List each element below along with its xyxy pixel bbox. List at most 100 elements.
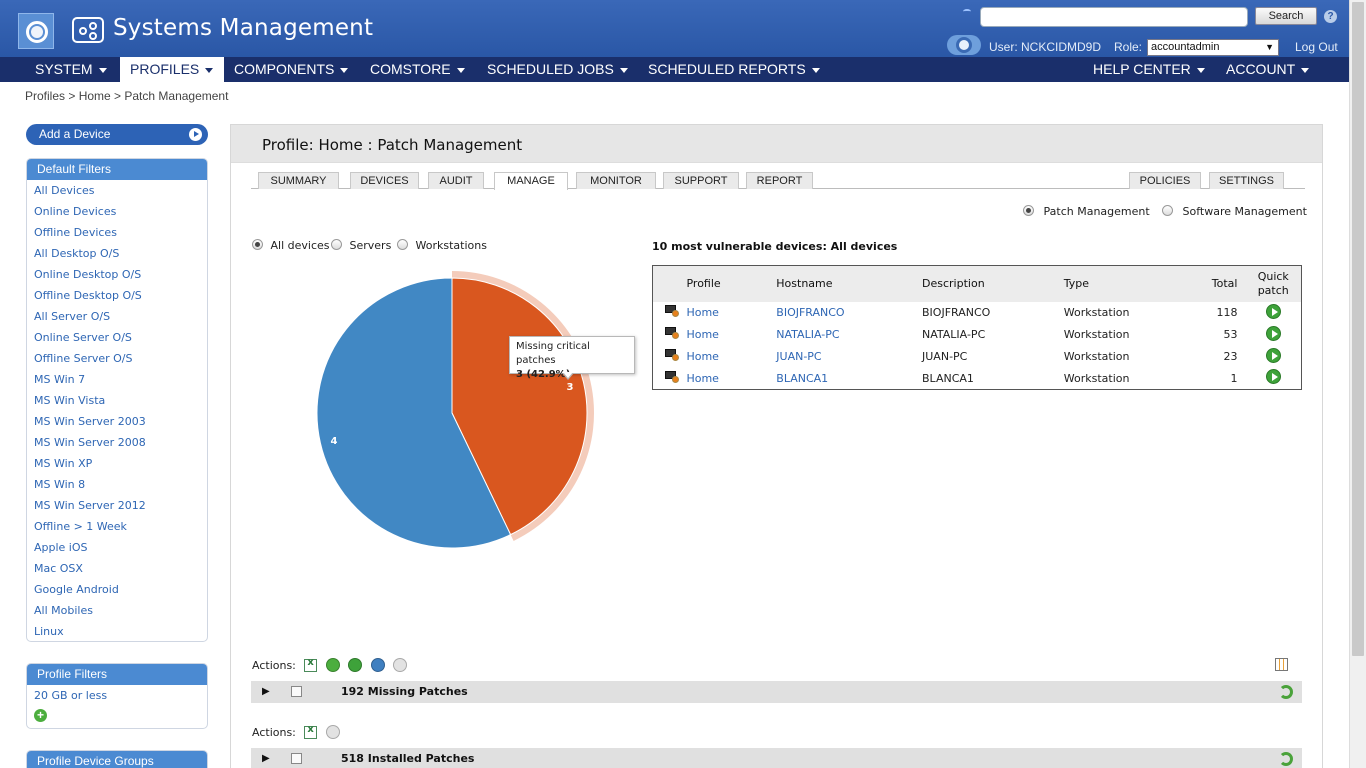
col-description[interactable]: Description — [922, 265, 1064, 302]
brand-logo-icon[interactable] — [18, 13, 54, 49]
uninstall-icon[interactable] — [325, 725, 340, 739]
sidebar-item-filter[interactable]: Offline > 1 Week — [34, 520, 127, 533]
sidebar-item-filter[interactable]: Online Desktop O/S — [34, 268, 142, 281]
col-total[interactable]: Total — [1163, 265, 1252, 302]
row-description: JUAN-PC — [922, 350, 968, 363]
tab-summary[interactable]: SUMMARY — [258, 172, 339, 189]
expand-triangle-icon[interactable]: ▶ — [262, 753, 270, 764]
select-all-checkbox[interactable] — [291, 686, 302, 697]
ignore-icon[interactable] — [393, 658, 408, 672]
schedule-icon[interactable] — [370, 658, 385, 672]
quick-patch-icon[interactable] — [1265, 347, 1281, 363]
row-hostname-link[interactable]: JUAN-PC — [776, 350, 822, 363]
quick-patch-icon[interactable] — [1265, 369, 1281, 385]
row-profile-link[interactable]: Home — [686, 371, 719, 385]
row-profile-link[interactable]: Home — [686, 306, 719, 319]
sidebar-item-filter[interactable]: All Devices — [34, 184, 95, 197]
mode-patch-management[interactable]: Patch Management — [1023, 205, 1150, 218]
column-chooser-icon[interactable] — [1275, 658, 1288, 671]
refresh-icon[interactable] — [1279, 752, 1293, 766]
approve-icon[interactable] — [325, 658, 340, 672]
logout-link[interactable]: Log Out — [1295, 40, 1338, 54]
sidebar-item-filter[interactable]: MS Win 7 — [34, 373, 86, 386]
sidebar-item-filter[interactable]: MS Win 8 — [34, 478, 86, 491]
sidebar-item-filter[interactable]: Offline Server O/S — [34, 352, 133, 365]
main-header: Profile: Home : Patch Management — [231, 125, 1322, 163]
sidebar-item-filter[interactable]: Offline Desktop O/S — [34, 289, 142, 302]
install-icon[interactable] — [348, 658, 363, 672]
radio-checked-icon[interactable] — [1023, 205, 1034, 216]
sidebar-item-filter[interactable]: All Server O/S — [34, 310, 111, 323]
scrollbar-thumb[interactable] — [1352, 2, 1364, 656]
sidebar-item-filter[interactable]: MS Win Vista — [34, 394, 106, 407]
sidebar-item-filter[interactable]: Mac OSX — [34, 562, 83, 575]
sidebar-item-filter[interactable]: Offline Devices — [34, 226, 117, 239]
search-button[interactable]: Search — [1255, 7, 1317, 25]
role-select[interactable]: accountadmin ▼ — [1147, 39, 1279, 56]
radio-unchecked-icon[interactable] — [1162, 205, 1173, 216]
sidebar-item-filter[interactable]: Online Devices — [34, 205, 117, 218]
row-profile-link[interactable]: Home — [686, 350, 719, 363]
missing-patches-group[interactable]: ▶ 192 Missing Patches — [251, 681, 1302, 703]
radio-unchecked-icon[interactable] — [331, 239, 342, 250]
quick-patch-icon[interactable] — [1265, 303, 1281, 319]
export-excel-icon[interactable] — [304, 657, 318, 672]
row-hostname-link[interactable]: BIOJFRANCO — [776, 306, 845, 319]
tab-monitor[interactable]: MONITOR — [576, 172, 656, 189]
installed-patches-group[interactable]: ▶ 518 Installed Patches — [251, 748, 1302, 768]
tab-audit[interactable]: AUDIT — [428, 172, 484, 189]
tab-report[interactable]: REPORT — [746, 172, 813, 189]
pie-chart[interactable]: 34 — [302, 263, 602, 563]
add-filter-icon[interactable]: + — [34, 709, 47, 722]
nav-scheduled-jobs[interactable]: SCHEDULED JOBS — [477, 57, 638, 82]
col-hostname[interactable]: Hostname — [776, 265, 923, 302]
col-type[interactable]: Type — [1063, 265, 1164, 302]
mode-software-management[interactable]: Software Management — [1162, 205, 1307, 218]
profile-device-groups-panel: Profile Device Groups — [26, 750, 208, 768]
pie-slice[interactable] — [316, 277, 512, 549]
select-all-checkbox[interactable] — [291, 753, 302, 764]
sidebar-item-filter[interactable]: Linux — [34, 625, 64, 638]
radio-unchecked-icon[interactable] — [397, 239, 408, 250]
filter-all-devices[interactable]: All devices — [252, 239, 330, 252]
filter-servers[interactable]: Servers — [331, 239, 391, 252]
search-input[interactable] — [980, 7, 1248, 27]
quick-patch-icon[interactable] — [1265, 325, 1281, 341]
refresh-icon[interactable] — [1279, 685, 1293, 699]
export-excel-icon[interactable] — [304, 724, 318, 739]
nav-help-center[interactable]: HELP CENTER — [1083, 57, 1215, 82]
tab-manage[interactable]: MANAGE — [494, 172, 568, 190]
expand-triangle-icon[interactable]: ▶ — [262, 686, 270, 697]
nav-profiles[interactable]: PROFILES — [120, 57, 224, 82]
sidebar-item-filter[interactable]: 20 GB or less — [34, 689, 108, 702]
row-profile-link[interactable]: Home — [686, 328, 719, 341]
add-device-button[interactable]: Add a Device — [26, 124, 208, 145]
tab-support[interactable]: SUPPORT — [663, 172, 739, 189]
radio-checked-icon[interactable] — [252, 239, 263, 250]
filter-workstations[interactable]: Workstations — [397, 239, 487, 252]
nav-system[interactable]: SYSTEM — [25, 57, 121, 82]
default-filters-panel: Default Filters All Devices Online Device… — [26, 158, 208, 642]
help-icon[interactable]: ? — [1324, 10, 1337, 23]
sidebar-item-filter[interactable]: Apple iOS — [34, 541, 88, 554]
page-scrollbar[interactable] — [1349, 0, 1366, 768]
tab-policies[interactable]: POLICIES — [1129, 172, 1201, 189]
tab-settings[interactable]: SETTINGS — [1209, 172, 1284, 189]
sidebar-item-filter[interactable]: All Mobiles — [34, 604, 93, 617]
sidebar-item-filter[interactable]: All Desktop O/S — [34, 247, 120, 260]
nav-scheduled-reports[interactable]: SCHEDULED REPORTS — [638, 57, 828, 82]
row-hostname-link[interactable]: BLANCA1 — [776, 371, 829, 385]
sidebar-item-filter[interactable]: MS Win XP — [34, 457, 93, 470]
sidebar-item-filter[interactable]: Online Server O/S — [34, 331, 132, 344]
row-hostname-link[interactable]: NATALIA-PC — [776, 328, 840, 341]
workstation-warning-icon — [665, 349, 679, 361]
sidebar-item-filter[interactable]: MS Win Server 2003 — [34, 415, 146, 428]
nav-comstore[interactable]: COMSTORE — [360, 57, 477, 82]
sidebar-item-filter[interactable]: MS Win Server 2008 — [34, 436, 146, 449]
sidebar-item-filter[interactable]: MS Win Server 2012 — [34, 499, 146, 512]
col-profile[interactable]: Profile — [686, 265, 777, 302]
nav-account[interactable]: ACCOUNT — [1216, 57, 1316, 82]
sidebar-item-filter[interactable]: Google Android — [34, 583, 119, 596]
tab-devices[interactable]: DEVICES — [350, 172, 419, 189]
nav-components[interactable]: COMPONENTS — [224, 57, 360, 82]
